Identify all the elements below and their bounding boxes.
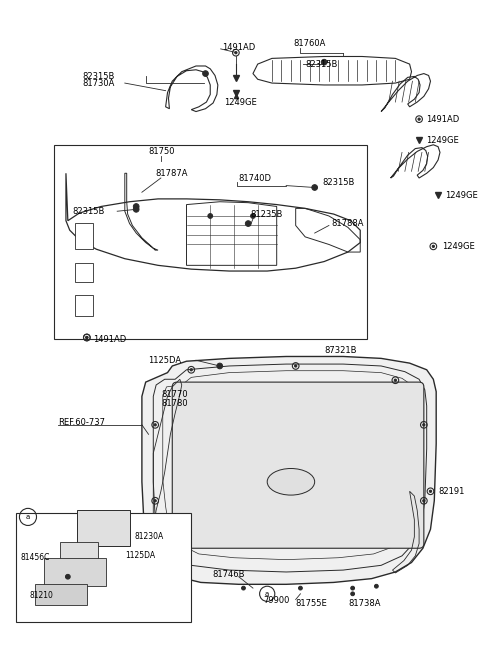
Circle shape: [86, 337, 88, 338]
Text: 87321B: 87321B: [324, 346, 357, 356]
Bar: [54, 145, 367, 339]
Text: 81788A: 81788A: [332, 219, 364, 228]
Text: 1491AD: 1491AD: [426, 115, 459, 123]
Text: 81740D: 81740D: [239, 173, 272, 182]
Bar: [35, 584, 87, 605]
Circle shape: [295, 365, 297, 367]
Text: 82315B: 82315B: [305, 60, 337, 69]
Circle shape: [423, 424, 425, 426]
Text: REF.60-737: REF.60-737: [59, 419, 105, 428]
Circle shape: [299, 586, 302, 590]
Text: 1249GE: 1249GE: [445, 191, 478, 199]
Text: 79900: 79900: [264, 596, 290, 605]
Text: 81770: 81770: [161, 390, 188, 399]
Text: 81760A: 81760A: [294, 39, 326, 48]
Circle shape: [351, 592, 355, 596]
Circle shape: [418, 118, 420, 120]
Circle shape: [429, 490, 432, 493]
Circle shape: [241, 586, 245, 590]
Circle shape: [374, 584, 378, 588]
Text: 81210: 81210: [30, 591, 54, 600]
Text: 1491AD: 1491AD: [94, 335, 127, 344]
Bar: [77, 510, 130, 546]
Text: 1491AD: 1491AD: [223, 43, 256, 52]
Bar: [44, 558, 106, 586]
Text: 1249GE: 1249GE: [442, 242, 475, 251]
Circle shape: [208, 214, 213, 218]
Text: 82315B: 82315B: [322, 178, 355, 187]
Text: 82315B: 82315B: [82, 72, 114, 81]
Text: 82315B: 82315B: [72, 207, 105, 216]
Text: 81730A: 81730A: [82, 79, 114, 87]
Text: 81755E: 81755E: [296, 599, 327, 608]
Text: a: a: [26, 514, 30, 520]
Circle shape: [65, 575, 70, 579]
Text: 81750: 81750: [148, 147, 175, 156]
Bar: [75, 222, 93, 249]
Circle shape: [154, 500, 156, 502]
Text: 81230A: 81230A: [134, 533, 164, 541]
Bar: [16, 513, 191, 623]
Text: 81787A: 81787A: [155, 169, 188, 178]
Circle shape: [154, 424, 156, 426]
Circle shape: [133, 207, 139, 212]
Circle shape: [86, 337, 88, 338]
FancyBboxPatch shape: [172, 382, 424, 548]
Circle shape: [190, 369, 192, 371]
Circle shape: [251, 214, 255, 218]
Circle shape: [235, 52, 237, 54]
Bar: [75, 295, 93, 316]
Text: 81780: 81780: [161, 400, 188, 409]
Text: 81235B: 81235B: [250, 209, 283, 218]
Circle shape: [217, 363, 223, 369]
Circle shape: [133, 203, 139, 209]
Ellipse shape: [267, 468, 315, 495]
Text: a: a: [265, 591, 269, 597]
Text: 81738A: 81738A: [348, 599, 380, 608]
Text: 1249GE: 1249GE: [225, 98, 257, 106]
Circle shape: [312, 184, 317, 190]
Bar: [60, 542, 98, 565]
Text: 82191: 82191: [438, 487, 465, 496]
Polygon shape: [142, 356, 436, 584]
Circle shape: [423, 500, 425, 502]
Text: 1125DA: 1125DA: [125, 551, 155, 560]
Text: 81746B: 81746B: [212, 570, 245, 579]
Circle shape: [351, 586, 355, 590]
Bar: [75, 264, 93, 283]
Text: 81456C: 81456C: [20, 553, 50, 562]
Circle shape: [203, 71, 208, 77]
Text: 1249GE: 1249GE: [426, 136, 458, 144]
Circle shape: [245, 220, 251, 226]
Circle shape: [394, 379, 396, 381]
Circle shape: [321, 59, 327, 65]
Circle shape: [432, 245, 434, 247]
Text: 1125DA: 1125DA: [148, 356, 181, 365]
